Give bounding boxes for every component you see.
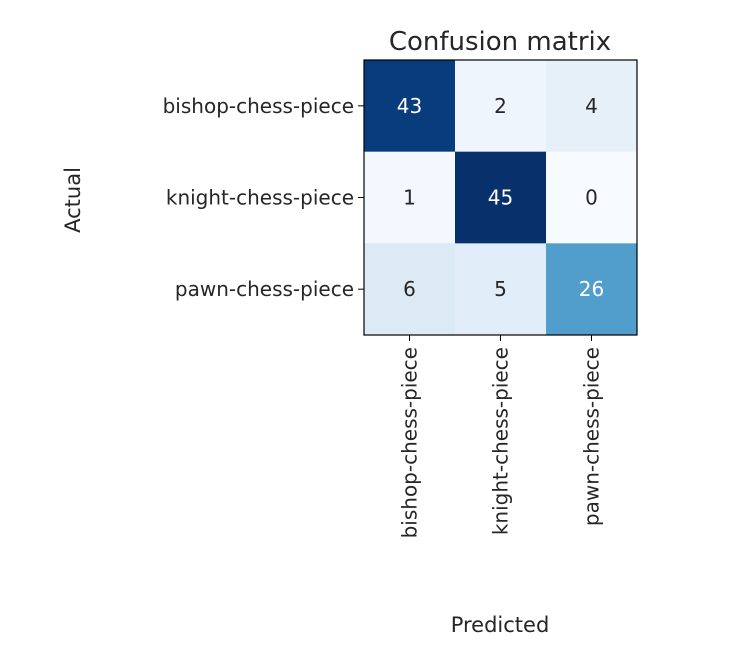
heatmap-cell <box>546 243 638 336</box>
chart-title: Confusion matrix <box>389 27 611 57</box>
heatmap-cell <box>546 60 638 153</box>
y-tick-label: knight-chess-piece <box>166 186 354 210</box>
heatmap-cell <box>364 243 456 336</box>
cell-value-label: 2 <box>494 94 507 118</box>
y-tick-label: pawn-chess-piece <box>175 277 354 301</box>
cell-value-label: 6 <box>403 277 416 301</box>
y-axis-label: Actual <box>61 167 85 233</box>
heatmap-cell <box>455 243 547 336</box>
plot-frame <box>363 59 638 336</box>
cell-value-label: 5 <box>494 277 507 301</box>
cell-value-label: 0 <box>585 186 598 210</box>
x-tick-label: bishop-chess-piece <box>398 347 422 538</box>
heatmap-cell <box>546 151 638 244</box>
heatmap-cell <box>364 151 456 244</box>
x-axis-label: Predicted <box>451 613 550 637</box>
x-tick-label: knight-chess-piece <box>489 347 513 535</box>
axis-ticks: bishop-chess-piece knight-chess-piece pawn… <box>163 94 604 539</box>
cell-value-label: 1 <box>403 186 416 210</box>
heatmap-cells: 43 2 4 1 45 0 6 5 26 <box>364 60 638 336</box>
x-tick-label: pawn-chess-piece <box>580 347 604 526</box>
cell-value-label: 45 <box>488 186 513 210</box>
heatmap-cell <box>364 60 456 153</box>
cell-value-label: 4 <box>585 94 598 118</box>
cell-value-label: 43 <box>397 94 422 118</box>
heatmap-cell <box>455 151 547 244</box>
heatmap-cell <box>455 60 547 153</box>
cell-value-label: 26 <box>579 277 604 301</box>
y-tick-label: bishop-chess-piece <box>163 94 354 118</box>
